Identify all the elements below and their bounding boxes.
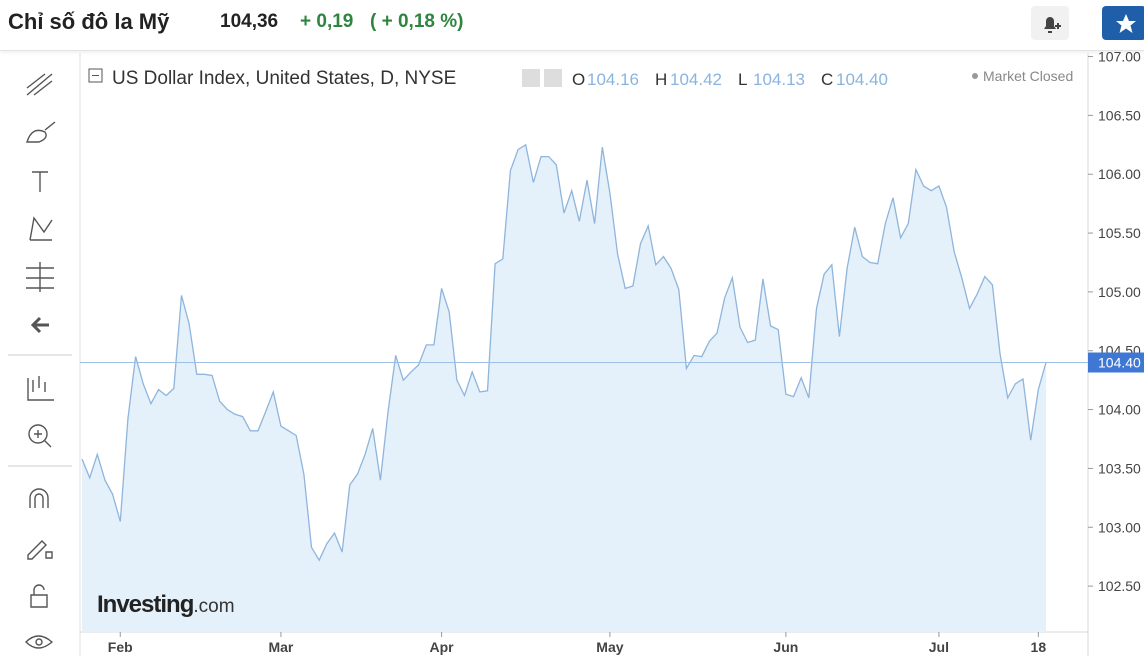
watermark-brand: Investing (97, 591, 194, 618)
x-tick-label: Jun (773, 639, 798, 655)
toolbar (8, 73, 72, 649)
status-dot (972, 73, 978, 79)
tool-magnet[interactable] (29, 488, 49, 508)
star-icon (1116, 14, 1136, 33)
price: 104,36 (220, 11, 279, 32)
legend-value: 104.40 (836, 70, 888, 89)
alert-button[interactable] (1031, 6, 1069, 40)
y-tick-label: 102.50 (1098, 578, 1141, 594)
last-price-box (1088, 352, 1144, 373)
legend-key: O (572, 70, 585, 89)
y-tick-label: 104.00 (1098, 402, 1141, 418)
y-tick-label: 105.00 (1098, 284, 1141, 300)
x-tick-label: Apr (430, 639, 455, 655)
tool-text[interactable] (32, 171, 48, 192)
tool-zoom[interactable] (28, 424, 48, 444)
legend-value: 104.42 (670, 70, 722, 89)
bell-icon (1044, 17, 1061, 33)
x-tick-label: Jul (929, 639, 949, 655)
settings-gear[interactable] (544, 69, 562, 87)
collapse-button[interactable] (88, 68, 103, 83)
tool-pattern[interactable] (29, 216, 53, 241)
change: + 0,19 (300, 11, 354, 32)
watermark-suffix: .com (193, 596, 234, 617)
chart: US Dollar Index, United States, D, NYSE … (8, 50, 1144, 656)
last-price-label: 104.40 (1098, 355, 1141, 371)
tool-eye[interactable] (25, 635, 54, 649)
line (81, 143, 1047, 562)
y-tick-label: 103.00 (1098, 519, 1141, 535)
y-tick-label: 106.00 (1098, 166, 1141, 182)
legend-value: 104.16 (587, 70, 639, 89)
x-tick-label: Feb (108, 639, 133, 655)
title: Chỉ số đô la Mỹ (8, 9, 170, 34)
x-tick-label: 18 (1031, 639, 1047, 655)
legend-key: H (655, 70, 667, 89)
x-tick-label: May (596, 639, 623, 655)
market-status: Market Closed (983, 68, 1073, 84)
watermark: Investing.com (97, 591, 235, 618)
tool-back[interactable] (30, 316, 49, 334)
y-tick-label: 103.50 (1098, 460, 1141, 476)
settings-eye[interactable] (522, 69, 540, 87)
tool-lock-draw[interactable] (27, 540, 53, 560)
tool-fib[interactable] (26, 262, 54, 292)
y-tick-label: 105.50 (1098, 225, 1141, 241)
change-pct: ( + 0,18 %) (370, 11, 464, 32)
y-tick-label: 106.50 (1098, 107, 1141, 123)
legend-key: L (738, 70, 747, 89)
legend-value: 104.13 (753, 70, 805, 89)
tool-brush[interactable] (26, 121, 56, 143)
legend-key: C (821, 70, 833, 89)
x-tick-label: Mar (268, 639, 293, 655)
chart-title: US Dollar Index, United States, D, NYSE (112, 68, 456, 89)
tool-lines[interactable] (26, 73, 53, 96)
header: Chỉ số đô la Mỹ 104,36 + 0,19 ( + 0,18 %… (0, 0, 1144, 51)
tool-unlock[interactable] (30, 584, 48, 608)
y-tick-label: 107.00 (1098, 50, 1141, 65)
area (82, 144, 1046, 633)
tool-candles[interactable] (27, 376, 54, 401)
watchlist-button[interactable] (1102, 6, 1144, 40)
